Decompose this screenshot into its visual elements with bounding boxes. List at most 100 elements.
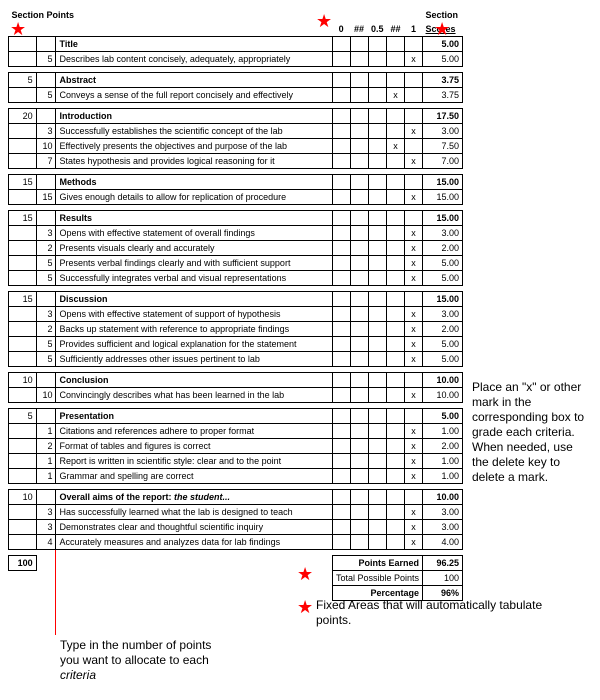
mark-cell[interactable] xyxy=(368,307,387,322)
mark-cell[interactable] xyxy=(387,322,405,337)
mark-cell[interactable] xyxy=(350,256,368,271)
mark-cell[interactable] xyxy=(350,337,368,352)
mark-cell[interactable]: x xyxy=(405,535,423,550)
mark-cell[interactable]: x xyxy=(405,337,423,352)
mark-cell[interactable] xyxy=(368,226,387,241)
mark-cell[interactable]: x xyxy=(405,241,423,256)
mark-cell[interactable] xyxy=(350,439,368,454)
mark-cell[interactable] xyxy=(332,124,350,139)
mark-cell[interactable]: x xyxy=(405,424,423,439)
mark-cell[interactable]: x xyxy=(405,124,423,139)
mark-cell[interactable] xyxy=(368,388,387,403)
editable-cell[interactable]: 5 xyxy=(36,88,56,103)
mark-cell[interactable] xyxy=(350,241,368,256)
mark-cell[interactable] xyxy=(387,439,405,454)
mark-cell[interactable]: x xyxy=(405,322,423,337)
mark-cell[interactable] xyxy=(332,505,350,520)
mark-cell[interactable] xyxy=(350,352,368,367)
mark-cell[interactable] xyxy=(368,154,387,169)
editable-cell[interactable]: 5 xyxy=(36,52,56,67)
editable-cell[interactable]: 2 xyxy=(36,241,56,256)
mark-cell[interactable] xyxy=(387,124,405,139)
mark-cell[interactable] xyxy=(368,469,387,484)
mark-cell[interactable]: x xyxy=(405,439,423,454)
editable-cell[interactable]: 7 xyxy=(36,154,56,169)
mark-cell[interactable] xyxy=(368,52,387,67)
mark-cell[interactable]: x xyxy=(405,307,423,322)
mark-cell[interactable] xyxy=(368,139,387,154)
mark-cell[interactable] xyxy=(350,190,368,205)
mark-cell[interactable] xyxy=(387,424,405,439)
mark-cell[interactable] xyxy=(350,388,368,403)
mark-cell[interactable]: x xyxy=(405,454,423,469)
editable-cell[interactable]: 4 xyxy=(36,535,56,550)
mark-cell[interactable] xyxy=(368,505,387,520)
mark-cell[interactable] xyxy=(350,139,368,154)
mark-cell[interactable] xyxy=(332,352,350,367)
mark-cell[interactable]: x xyxy=(405,469,423,484)
mark-cell[interactable] xyxy=(350,322,368,337)
mark-cell[interactable] xyxy=(350,271,368,286)
editable-cell[interactable]: 15 xyxy=(36,190,56,205)
editable-cell[interactable]: 3 xyxy=(36,307,56,322)
editable-cell[interactable]: 3 xyxy=(36,124,56,139)
mark-cell[interactable]: x xyxy=(405,388,423,403)
mark-cell[interactable] xyxy=(387,52,405,67)
mark-cell[interactable] xyxy=(350,469,368,484)
mark-cell[interactable]: x xyxy=(405,226,423,241)
mark-cell[interactable] xyxy=(332,271,350,286)
mark-cell[interactable] xyxy=(387,256,405,271)
mark-cell[interactable]: x xyxy=(405,256,423,271)
mark-cell[interactable]: x xyxy=(405,352,423,367)
mark-cell[interactable] xyxy=(332,535,350,550)
mark-cell[interactable] xyxy=(350,124,368,139)
mark-cell[interactable] xyxy=(350,535,368,550)
mark-cell[interactable]: x xyxy=(405,190,423,205)
mark-cell[interactable] xyxy=(368,190,387,205)
mark-cell[interactable] xyxy=(368,439,387,454)
mark-cell[interactable] xyxy=(387,271,405,286)
mark-cell[interactable] xyxy=(350,505,368,520)
mark-cell[interactable] xyxy=(368,256,387,271)
editable-cell[interactable]: 1 xyxy=(36,424,56,439)
mark-cell[interactable] xyxy=(332,226,350,241)
mark-cell[interactable] xyxy=(405,139,423,154)
mark-cell[interactable] xyxy=(332,469,350,484)
mark-cell[interactable] xyxy=(387,505,405,520)
mark-cell[interactable] xyxy=(332,139,350,154)
mark-cell[interactable] xyxy=(332,241,350,256)
mark-cell[interactable] xyxy=(387,520,405,535)
editable-cell[interactable]: 5 xyxy=(36,271,56,286)
mark-cell[interactable] xyxy=(368,337,387,352)
mark-cell[interactable] xyxy=(387,352,405,367)
mark-cell[interactable] xyxy=(387,388,405,403)
mark-cell[interactable] xyxy=(368,424,387,439)
mark-cell[interactable] xyxy=(350,52,368,67)
mark-cell[interactable]: x xyxy=(405,271,423,286)
editable-cell[interactable]: 2 xyxy=(36,439,56,454)
mark-cell[interactable] xyxy=(368,535,387,550)
mark-cell[interactable] xyxy=(332,439,350,454)
editable-cell[interactable]: 2 xyxy=(36,322,56,337)
mark-cell[interactable] xyxy=(350,520,368,535)
mark-cell[interactable]: x xyxy=(405,154,423,169)
editable-cell[interactable]: 10 xyxy=(36,388,56,403)
mark-cell[interactable] xyxy=(368,454,387,469)
mark-cell[interactable] xyxy=(332,88,350,103)
mark-cell[interactable] xyxy=(368,271,387,286)
mark-cell[interactable] xyxy=(387,307,405,322)
editable-cell[interactable]: 5 xyxy=(36,337,56,352)
editable-cell[interactable]: 5 xyxy=(36,256,56,271)
editable-cell[interactable]: 3 xyxy=(36,520,56,535)
mark-cell[interactable] xyxy=(368,88,387,103)
mark-cell[interactable]: x xyxy=(387,139,405,154)
mark-cell[interactable] xyxy=(350,454,368,469)
mark-cell[interactable] xyxy=(332,52,350,67)
editable-cell[interactable]: 3 xyxy=(36,226,56,241)
mark-cell[interactable]: x xyxy=(405,520,423,535)
mark-cell[interactable] xyxy=(332,454,350,469)
mark-cell[interactable] xyxy=(350,424,368,439)
mark-cell[interactable] xyxy=(368,241,387,256)
mark-cell[interactable] xyxy=(387,154,405,169)
mark-cell[interactable] xyxy=(332,307,350,322)
